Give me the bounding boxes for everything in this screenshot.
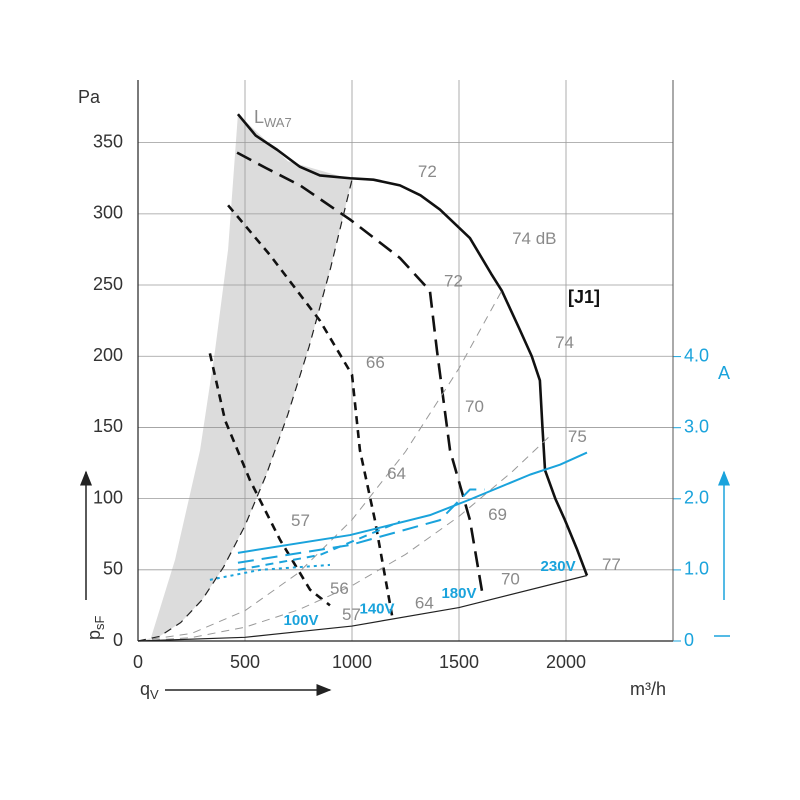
x-tick-label: 1500 <box>439 652 479 672</box>
y2-tick-label: 4.0 <box>684 345 709 365</box>
lwa-label: LWA7 <box>254 107 292 131</box>
y2-tick-label: 3.0 <box>684 416 709 436</box>
lwa-label-main: L <box>254 107 264 127</box>
db-label: 75 <box>568 427 587 446</box>
curve <box>227 204 394 616</box>
x-tick-label: 1000 <box>332 652 372 672</box>
voltage-label: 230V <box>541 558 576 575</box>
db-label: 72 <box>444 272 463 291</box>
curve <box>137 435 551 642</box>
db-label: 72 <box>418 162 437 181</box>
y-tick-label: 200 <box>93 345 123 365</box>
y-tick-label: 0 <box>113 630 123 650</box>
x-tick-label: 2000 <box>546 652 586 672</box>
x-axis-label: qV <box>140 679 159 703</box>
lwa-label-sub: WA7 <box>264 115 292 130</box>
voltage-label: 100V <box>284 612 319 629</box>
y-unit: Pa <box>78 87 101 107</box>
db-label: 57 <box>342 605 361 624</box>
voltage-label: 140V <box>360 601 395 618</box>
y-tick-label: 50 <box>103 559 123 579</box>
db-label: 77 <box>602 555 621 574</box>
y-tick-label: 250 <box>93 274 123 294</box>
curve <box>137 179 353 642</box>
curve <box>237 520 401 571</box>
db-label: 70 <box>465 397 484 416</box>
y2-tick-label: 0 <box>684 630 694 650</box>
y2-tick-label: 1.0 <box>684 559 709 579</box>
y-tick-label: 350 <box>93 131 123 151</box>
y-axis-label: psF <box>84 615 108 640</box>
y-tick-label: 150 <box>93 416 123 436</box>
db-label: 66 <box>366 353 385 372</box>
db-label: 74 dB <box>512 229 556 248</box>
db-label: 74 <box>555 333 574 352</box>
curve <box>236 113 589 576</box>
curve <box>237 451 588 554</box>
x-axis-label-sub: V <box>150 687 159 702</box>
db-label: 70 <box>501 569 520 588</box>
x-tick-label: 500 <box>230 652 260 672</box>
db-label: 57 <box>291 511 310 530</box>
curve <box>209 563 331 581</box>
x-unit: m³/h <box>630 679 666 699</box>
db-label: 64 <box>415 593 434 612</box>
curve <box>208 353 331 607</box>
curve <box>236 151 485 598</box>
y-axis-label-sub: sF <box>92 615 107 630</box>
curve <box>137 290 503 642</box>
db-label: 64 <box>387 464 406 483</box>
x-axis-label-main: q <box>140 679 150 699</box>
voltage-label: 180V <box>441 585 476 602</box>
curve <box>137 574 588 642</box>
db-label: 69 <box>488 505 507 524</box>
db-label: 56 <box>330 579 349 598</box>
tag: [J1] <box>568 287 600 307</box>
curve <box>237 488 485 564</box>
x-tick-label: 0 <box>133 652 143 672</box>
y2-tick-label: 2.0 <box>684 488 709 508</box>
y-axis-label-main: p <box>84 630 104 640</box>
y-tick-label: 300 <box>93 203 123 223</box>
y-tick-label: 100 <box>93 487 123 507</box>
y2-unit: A <box>718 363 730 383</box>
